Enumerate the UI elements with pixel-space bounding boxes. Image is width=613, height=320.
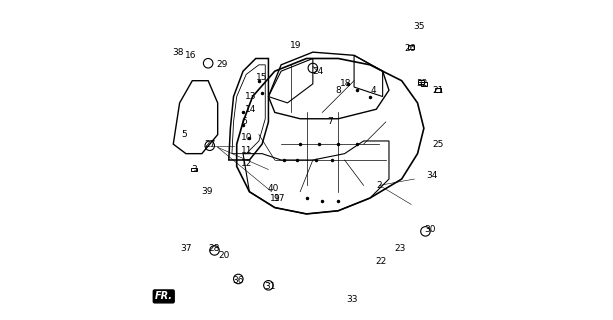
Text: 39: 39 [201,187,212,196]
Text: 32: 32 [417,79,428,88]
Text: 10: 10 [240,133,252,142]
Text: 1: 1 [270,194,276,203]
Bar [191,168,197,172]
Text: FR.: FR. [154,292,173,301]
Text: 30: 30 [424,225,436,234]
Text: 28: 28 [209,244,220,253]
Text: 15: 15 [256,73,268,82]
Text: 4: 4 [370,86,376,95]
Text: 24: 24 [312,67,323,76]
Text: 22: 22 [375,257,387,266]
Text: 40: 40 [267,184,279,193]
Text: 29: 29 [217,60,228,69]
Text: 17: 17 [274,194,285,203]
Text: 36: 36 [232,276,244,285]
Bar [421,82,427,86]
Text: 23: 23 [394,244,406,253]
Bar [435,88,441,92]
Text: 19: 19 [290,41,301,50]
Text: 34: 34 [426,172,438,180]
Text: 26: 26 [404,44,415,53]
Text: 13: 13 [245,92,257,101]
Bar [408,45,414,49]
Text: 12: 12 [240,159,252,168]
Text: 9: 9 [273,194,280,203]
Text: 5: 5 [181,130,187,139]
Text: 11: 11 [240,146,252,155]
Text: 25: 25 [432,140,444,148]
Text: 38: 38 [172,48,184,57]
Text: 35: 35 [413,22,425,31]
Text: 7: 7 [327,117,333,126]
Text: 21: 21 [432,86,444,95]
Text: 31: 31 [264,282,276,292]
Text: 18: 18 [340,79,352,88]
Text: 8: 8 [335,86,341,95]
Text: 2: 2 [376,181,383,190]
Text: 27: 27 [204,140,215,148]
Text: 33: 33 [347,295,358,304]
Text: 14: 14 [245,105,257,114]
Text: 37: 37 [180,244,192,253]
Text: 16: 16 [185,51,196,60]
Text: 20: 20 [218,251,230,260]
Bar [418,80,424,84]
Text: 6: 6 [242,117,248,126]
Text: 3: 3 [191,165,197,174]
